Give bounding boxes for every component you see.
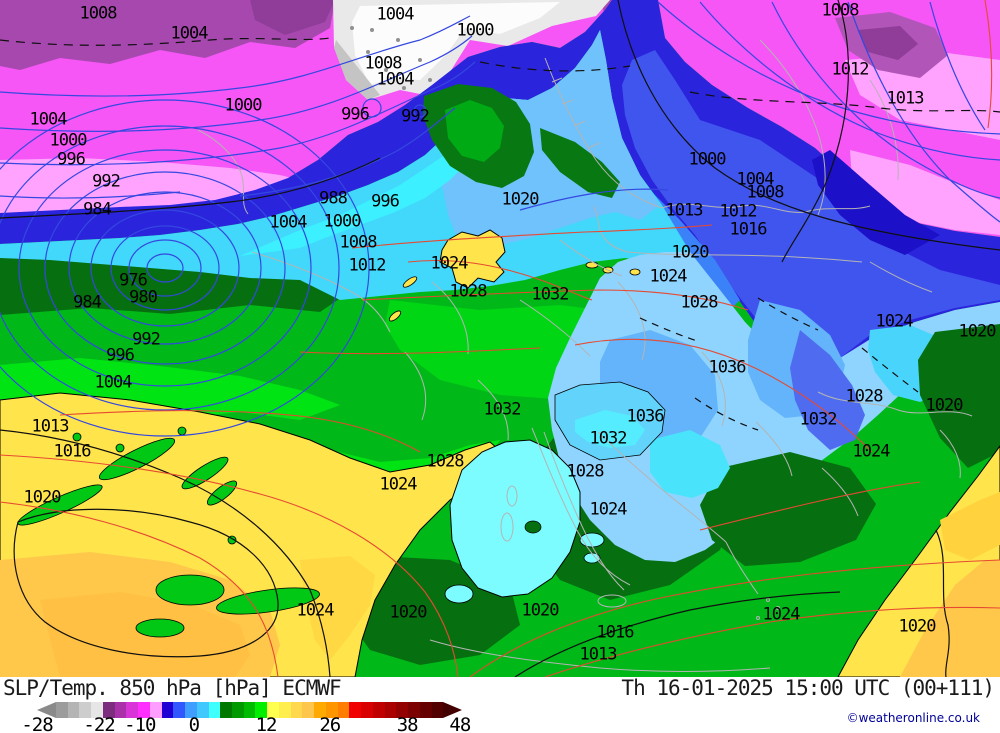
- temperature-colorbar: [37, 702, 462, 718]
- isobars-low: [0, 1, 1000, 437]
- colorbar-segment: [290, 702, 303, 718]
- colorbar-tick: 38: [396, 714, 419, 733]
- colorbar-tick: -28: [21, 714, 53, 733]
- colorbar-tick: -22: [83, 714, 115, 733]
- colorbar-segment: [325, 702, 338, 718]
- colorbar-segment: [114, 702, 127, 718]
- colorbar-segment: [196, 702, 209, 718]
- colorbar-segment: [220, 702, 233, 718]
- colorbar-segment: [91, 702, 103, 718]
- colorbar-segment: [278, 702, 291, 718]
- colorbar-segment: [349, 702, 362, 718]
- map-graphic: [0, 0, 1000, 677]
- colorbar-segment: [173, 702, 186, 718]
- colorbar-segment: [302, 702, 315, 718]
- temperature-legend: -28 -22 -10 0 12 26 38 48: [21, 702, 471, 733]
- copyright-link[interactable]: ©weatheronline.co.uk: [846, 711, 980, 725]
- colorbar-segment: [102, 702, 115, 718]
- map-title: SLP/Temp. 850 hPa [hPa] ECMWF: [3, 676, 342, 700]
- colorbar-tick: 48: [449, 714, 471, 733]
- colorbar-segment: [396, 702, 409, 718]
- colorbar-segment: [419, 702, 432, 718]
- colorbar-segment: [126, 702, 139, 718]
- colorbar-segment: [384, 702, 397, 718]
- footer-bar: SLP/Temp. 850 hPa [hPa] ECMWF Th 16-01-2…: [0, 677, 1000, 733]
- contours-black: [0, 0, 1000, 677]
- colorbar-tick: -10: [124, 714, 156, 733]
- colorbar-segment: [232, 702, 244, 718]
- colorbar-segment: [56, 702, 68, 718]
- colorbar-segment: [67, 702, 80, 718]
- colorbar-segment: [314, 702, 326, 718]
- colorbar-segment: [337, 702, 350, 718]
- temperature-shading: [0, 0, 1000, 677]
- colorbar-segments: [56, 702, 444, 718]
- colorbar-segment: [372, 702, 385, 718]
- colorbar-tick: 26: [319, 714, 341, 733]
- colorbar-segment: [79, 702, 92, 718]
- contours-red: [0, 0, 1000, 677]
- colorbar-segment: [361, 702, 373, 718]
- colorbar-segment: [243, 702, 256, 718]
- colorbar-segment: [138, 702, 150, 718]
- colorbar-segment: [267, 702, 279, 718]
- colorbar-segment: [408, 702, 420, 718]
- colorbar-segment: [208, 702, 221, 718]
- colorbar-segment: [185, 702, 197, 718]
- colorbar-segment: [255, 702, 268, 718]
- colorbar-tick: 0: [188, 714, 200, 733]
- map-datetime: Th 16-01-2025 15:00 UTC (00+111): [621, 676, 995, 700]
- colorbar-ticks: -28 -22 -10 0 12 26 38 48: [21, 714, 471, 733]
- colorbar-segment: [431, 702, 444, 718]
- weather-map: 1008 1004 1004 1000 1008 1008 1004 996 992 1000 10…: [0, 0, 1000, 677]
- coastlines: [197, 39, 973, 672]
- colorbar-segment: [161, 702, 174, 718]
- colorbar-tick: 12: [255, 714, 278, 733]
- colorbar-segment: [149, 702, 162, 718]
